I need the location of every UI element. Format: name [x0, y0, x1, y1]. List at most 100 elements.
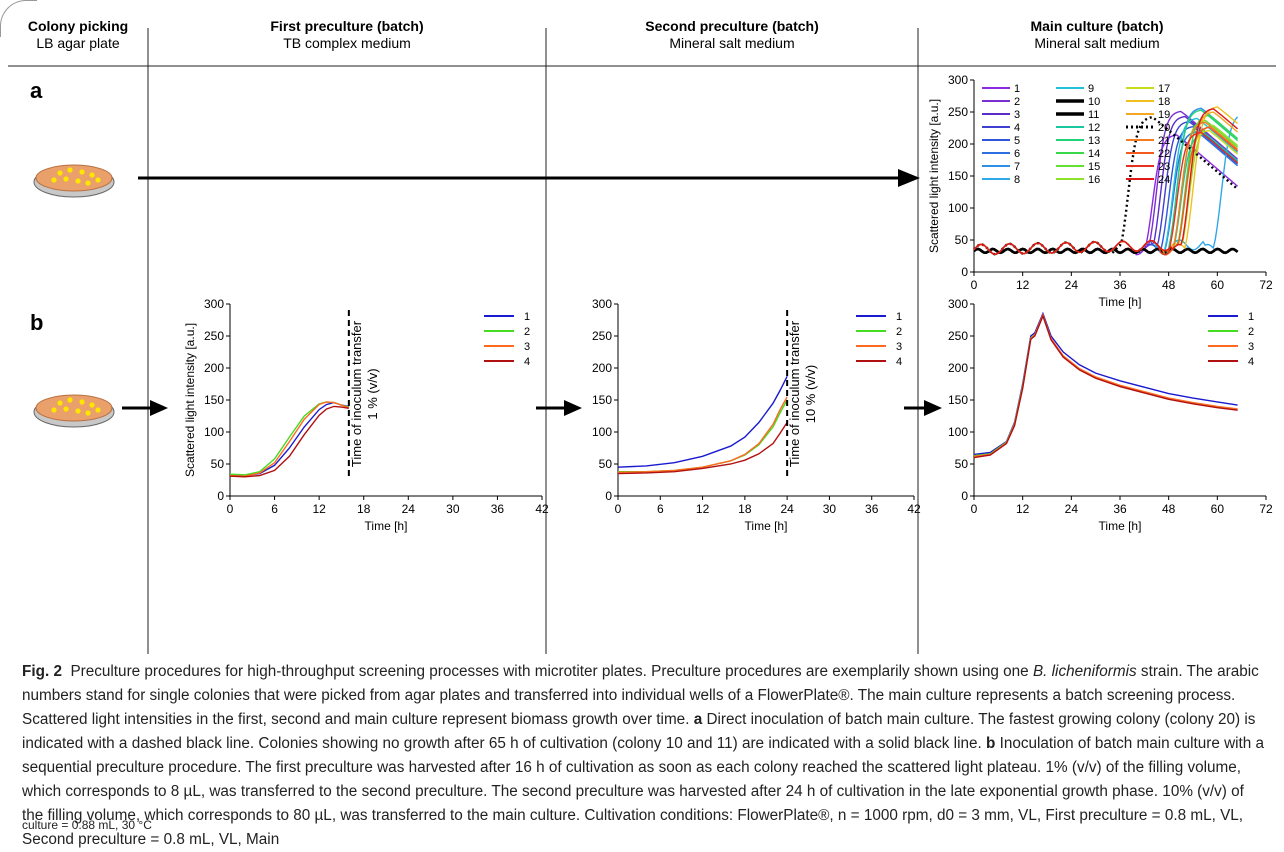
legend-label: 13 — [1088, 135, 1100, 147]
header-subtitle: Mineral salt medium — [669, 35, 795, 51]
x-axis-label: Time [h] — [1099, 519, 1142, 533]
header-first-preculture: First preculture (batch) TB complex medi… — [148, 18, 546, 66]
y-tick-label: 200 — [592, 361, 612, 375]
legend-label: 18 — [1158, 96, 1170, 108]
legend-label: 14 — [1088, 148, 1100, 160]
x-tick-label: 18 — [357, 502, 371, 516]
legend-label: 3 — [896, 341, 902, 353]
x-tick-label: 60 — [1211, 502, 1225, 516]
x-tick-label: 6 — [271, 502, 278, 516]
y-tick-label: 0 — [961, 489, 968, 503]
header-main-culture: Main culture (batch) Mineral salt medium — [918, 18, 1276, 66]
legend-label: 1 — [1248, 311, 1254, 323]
x-tick-label: 24 — [402, 502, 416, 516]
y-tick-label: 250 — [204, 329, 224, 343]
x-axis-label: Time [h] — [365, 519, 408, 533]
x-tick-label: 72 — [1259, 502, 1273, 516]
transfer-annotation-line1: Time of inoculum transfer — [349, 320, 364, 467]
series-line-24 — [973, 108, 1239, 255]
legend-label: 7 — [1014, 161, 1020, 173]
header-title: Second preculture (batch) — [645, 18, 819, 34]
panel-letter-a: a — [30, 78, 43, 103]
x-tick-label: 0 — [971, 278, 978, 292]
series-line-1 — [973, 311, 1238, 456]
series-line-4 — [973, 314, 1238, 459]
y-tick-label: 100 — [592, 425, 612, 439]
legend-label: 24 — [1158, 174, 1170, 186]
y-axis-label: Scattered light intensity [a.u.] — [183, 323, 197, 477]
legend-label: 23 — [1158, 161, 1170, 173]
x-tick-label: 6 — [657, 502, 664, 516]
x-tick-label: 36 — [491, 502, 505, 516]
caption-text-2: strain. The arabic numbers stand for sin… — [22, 663, 1259, 728]
header-subtitle: LB agar plate — [36, 35, 120, 51]
caption-b-text: Inoculation of batch main culture with a… — [22, 735, 1265, 848]
y-tick-label: 0 — [961, 265, 968, 279]
x-tick-label: 24 — [780, 502, 794, 516]
x-tick-label: 0 — [615, 502, 622, 516]
y-tick-label: 200 — [948, 361, 968, 375]
header-title: Colony picking — [27, 18, 129, 34]
y-tick-label: 150 — [592, 393, 612, 407]
x-tick-label: 24 — [1065, 278, 1079, 292]
y-tick-label: 300 — [592, 297, 612, 311]
caption-a-text: Direct inoculation of batch main culture… — [22, 711, 1256, 752]
x-tick-label: 30 — [823, 502, 837, 516]
transfer-annotation-line1: Time of inoculum transfer — [787, 320, 802, 467]
x-tick-label: 48 — [1162, 502, 1176, 516]
caption-b-label: b — [986, 735, 996, 752]
caption-tail: culture = 0.88 mL, 30 °C — [22, 818, 152, 832]
y-tick-label: 0 — [605, 489, 612, 503]
header-subtitle: TB complex medium — [283, 35, 411, 51]
y-tick-label: 100 — [948, 425, 968, 439]
legend-label: 2 — [524, 326, 530, 338]
y-tick-label: 250 — [948, 105, 968, 119]
y-tick-label: 50 — [599, 457, 613, 471]
y-tick-label: 50 — [211, 457, 225, 471]
legend-label: 4 — [1014, 122, 1020, 134]
legend-label: 17 — [1158, 83, 1170, 95]
series-line-3 — [229, 401, 350, 477]
legend-label: 4 — [896, 356, 902, 368]
agar-plate-icon — [33, 394, 115, 428]
arrow-a-direct — [138, 169, 920, 187]
legend-label: 22 — [1158, 148, 1170, 160]
x-tick-label: 42 — [535, 502, 549, 516]
legend-label: 1 — [896, 311, 902, 323]
figure-caption: Fig. 2 Preculture procedures for high-th… — [22, 660, 1266, 852]
x-tick-label: 12 — [312, 502, 326, 516]
y-tick-label: 300 — [948, 73, 968, 87]
legend-label: 1 — [524, 311, 530, 323]
x-tick-label: 36 — [1113, 502, 1127, 516]
y-tick-label: 100 — [948, 201, 968, 215]
legend-label: 3 — [1014, 109, 1020, 121]
legend-label: 2 — [1014, 96, 1020, 108]
caption-a-label: a — [693, 711, 703, 728]
y-tick-label: 250 — [592, 329, 612, 343]
legend-label: 5 — [1014, 135, 1020, 147]
series-line-1 — [229, 401, 349, 477]
y-tick-label: 0 — [217, 489, 224, 503]
legend-label: 10 — [1088, 96, 1100, 108]
x-axis-label: Time [h] — [745, 519, 788, 533]
x-tick-label: 48 — [1162, 278, 1176, 292]
legend-label: 6 — [1014, 148, 1020, 160]
y-tick-label: 300 — [204, 297, 224, 311]
x-tick-label: 36 — [865, 502, 879, 516]
x-tick-label: 42 — [907, 502, 921, 516]
x-tick-label: 24 — [1065, 502, 1079, 516]
header-title: Main culture (batch) — [1030, 18, 1164, 34]
series-line-2 — [229, 401, 350, 476]
agar-plate-icon — [33, 164, 115, 198]
series-line-4 — [229, 405, 349, 478]
series-line-3 — [617, 396, 788, 474]
legend-label: 16 — [1088, 174, 1100, 186]
series-line-4 — [617, 422, 788, 475]
y-tick-label: 250 — [948, 329, 968, 343]
series-line-3 — [973, 312, 1238, 458]
series-line-2 — [973, 313, 1238, 457]
